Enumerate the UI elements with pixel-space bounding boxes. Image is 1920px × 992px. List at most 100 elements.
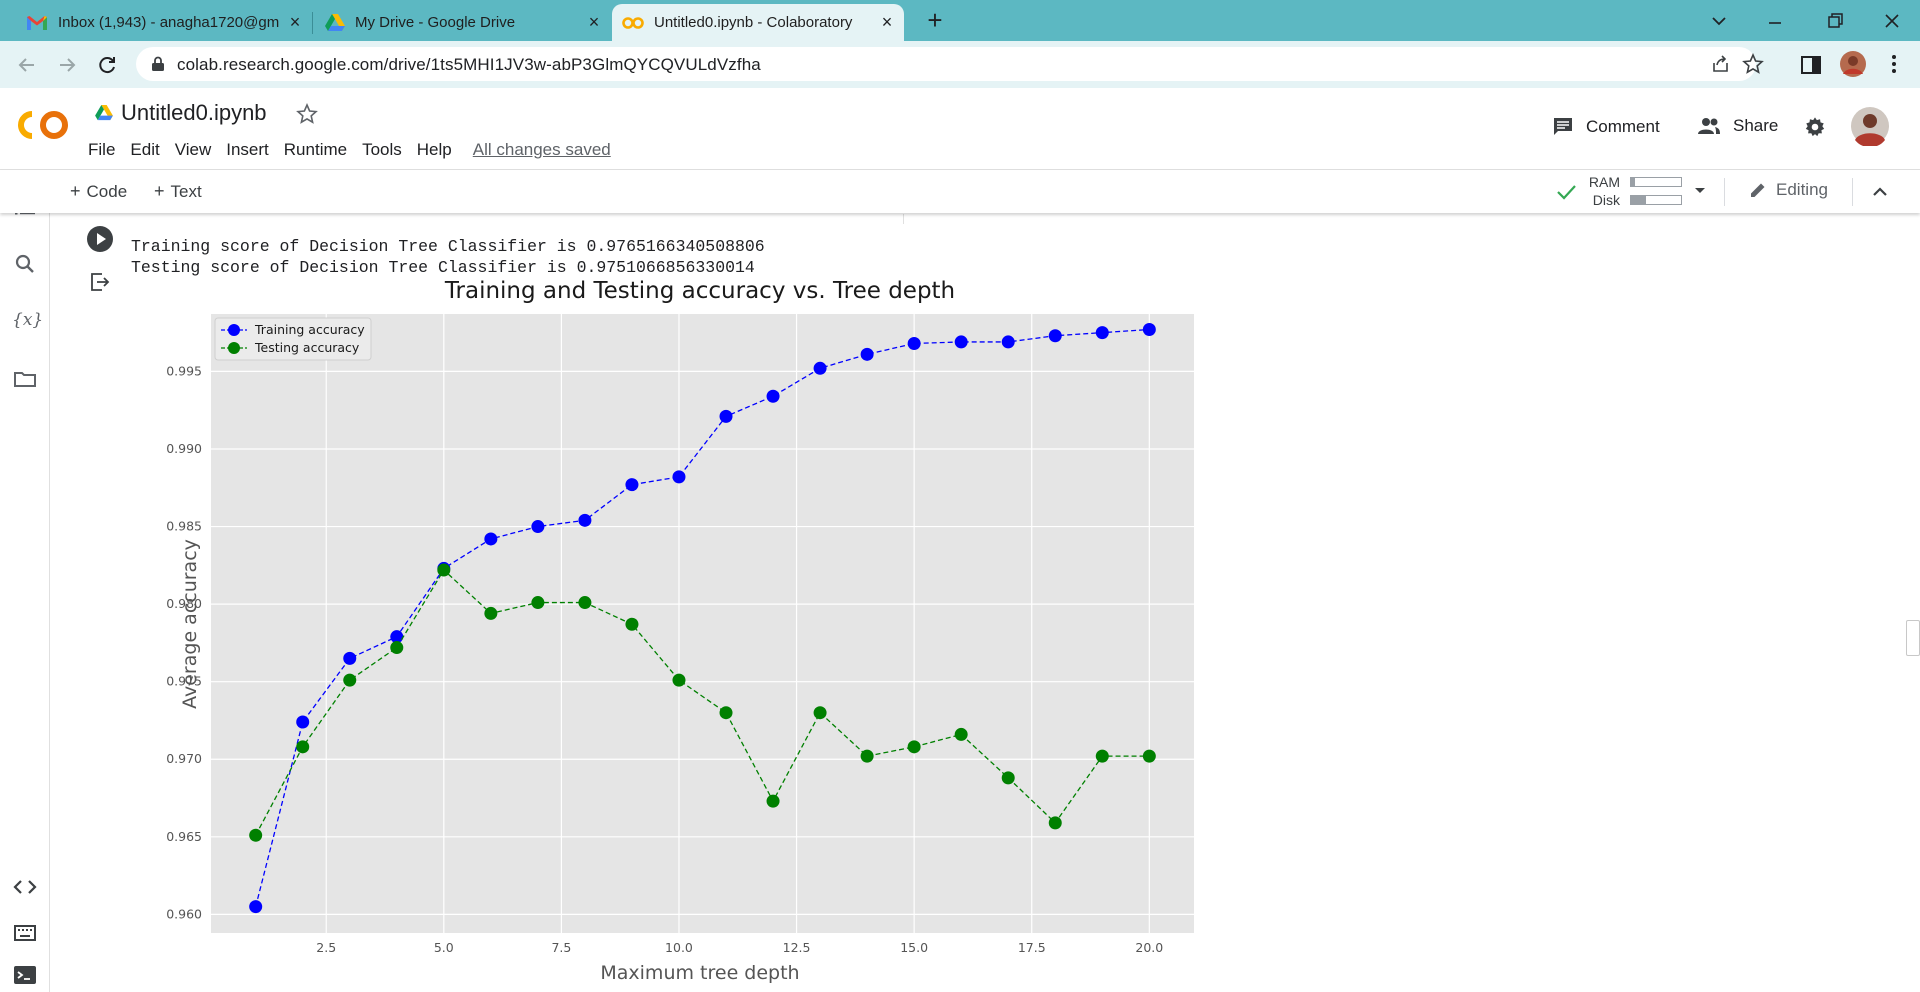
chart-title: Training and Testing accuracy vs. Tree d…	[444, 278, 955, 304]
notebook-toolbar: + Code + Text RAM Disk Editing	[0, 170, 1920, 213]
data-point-testing	[625, 617, 639, 631]
comment-icon	[1554, 118, 1572, 135]
menu-help[interactable]: Help	[416, 140, 452, 159]
menu-insert[interactable]: Insert	[226, 140, 269, 159]
save-status[interactable]: All changes saved	[472, 140, 611, 159]
dropdown-arrow-icon[interactable]	[1693, 184, 1707, 198]
notebook-title[interactable]: Untitled0.ipynb	[121, 100, 267, 125]
terminal-icon[interactable]	[12, 962, 38, 988]
url-text[interactable]: colab.research.google.com/drive/1ts5MHI1…	[177, 55, 761, 74]
collapse-header-icon[interactable]	[1870, 182, 1890, 202]
search-icon[interactable]	[12, 251, 38, 277]
drive-icon[interactable]	[95, 105, 113, 121]
close-tab-icon[interactable]: ×	[289, 12, 301, 32]
share-button[interactable]: Share	[1697, 116, 1778, 136]
command-palette-icon[interactable]	[12, 920, 38, 946]
run-cell-icon[interactable]	[86, 225, 114, 253]
plus-icon: +	[154, 181, 165, 201]
data-point-training	[766, 389, 780, 403]
new-tab-button[interactable]: +	[927, 5, 943, 35]
settings-gear-icon[interactable]	[1804, 116, 1826, 138]
menu-edit[interactable]: Edit	[130, 140, 160, 159]
data-point-testing	[343, 673, 357, 687]
resource-monitor[interactable]: RAM Disk	[1584, 173, 1682, 209]
reload-icon[interactable]	[93, 51, 121, 79]
share-label: Share	[1733, 116, 1779, 135]
x-axis-label: Maximum tree depth	[600, 962, 799, 984]
close-window-icon[interactable]	[1877, 6, 1907, 36]
accuracy-chart: Training and Testing accuracy vs. Tree d…	[166, 278, 1194, 984]
code-label: Code	[86, 182, 128, 201]
testing-score-line: Testing score of Decision Tree Classifie…	[131, 258, 755, 277]
scrollbar-thumb[interactable]	[1906, 620, 1920, 656]
data-point-testing	[1001, 771, 1015, 785]
output-actions-icon[interactable]	[89, 271, 111, 293]
x-tick-label: 17.5	[1018, 940, 1046, 955]
x-tick-label: 5.0	[434, 940, 454, 955]
legend-marker-training	[228, 324, 240, 336]
code-snippets-icon[interactable]	[12, 874, 38, 900]
y-axis-label: Average accuracy	[179, 539, 201, 709]
ram-bar	[1630, 177, 1682, 187]
close-tab-icon[interactable]: ×	[881, 12, 893, 32]
side-panel-icon[interactable]	[1800, 54, 1822, 76]
menu-tools[interactable]: Tools	[362, 140, 402, 159]
add-code-cell-button[interactable]: + Code	[70, 181, 127, 202]
data-point-testing	[437, 563, 451, 577]
comment-button[interactable]: Comment	[1552, 116, 1660, 138]
tab-title: My Drive - Google Drive	[355, 14, 516, 31]
minimize-icon[interactable]	[1760, 6, 1790, 36]
lock-icon	[152, 56, 164, 71]
y-tick-label: 0.975	[166, 674, 202, 689]
browser-toolbar: colab.research.google.com/drive/1ts5MHI1…	[0, 41, 1920, 89]
data-point-training	[484, 532, 498, 546]
data-point-training	[954, 335, 968, 349]
share-page-icon[interactable]	[1710, 53, 1732, 75]
data-point-testing	[766, 794, 780, 808]
bookmark-star-icon[interactable]	[1742, 53, 1764, 75]
ram-fill	[1631, 178, 1635, 186]
series-line-testing	[255, 568, 1150, 836]
gmail-icon	[27, 15, 47, 30]
legend-box	[214, 317, 372, 361]
tab-colab[interactable]: Untitled0.ipynb - Colaboratory ×	[612, 4, 904, 41]
data-point-training	[578, 513, 592, 527]
left-sidebar: {x}	[0, 170, 50, 992]
data-series	[249, 323, 1156, 914]
training-score-line: Training score of Decision Tree Classifi…	[131, 237, 765, 256]
connected-check-icon[interactable]	[1556, 183, 1576, 201]
data-point-testing	[296, 740, 310, 754]
browser-menu-icon[interactable]	[1882, 52, 1906, 76]
forward-arrow-icon[interactable]	[53, 51, 81, 79]
address-bar[interactable]: colab.research.google.com/drive/1ts5MHI1…	[136, 47, 1764, 81]
tab-google-drive[interactable]: My Drive - Google Drive ×	[313, 4, 611, 41]
pencil-icon	[1751, 183, 1765, 197]
comment-label: Comment	[1586, 117, 1660, 136]
variables-icon[interactable]: {x}	[12, 310, 44, 330]
data-point-training	[1001, 335, 1015, 349]
data-point-testing	[249, 828, 263, 842]
back-arrow-icon[interactable]	[13, 51, 41, 79]
star-icon[interactable]	[296, 103, 318, 125]
menu-runtime[interactable]: Runtime	[283, 140, 348, 159]
restore-icon[interactable]	[1820, 6, 1850, 36]
tab-gmail[interactable]: Inbox (1,943) - anagha1720@gm ×	[12, 4, 312, 41]
series-line-training	[255, 328, 1150, 907]
profile-avatar[interactable]	[1839, 50, 1867, 78]
files-folder-icon[interactable]	[12, 366, 38, 392]
legend-label-testing: Testing accuracy	[254, 340, 360, 355]
editing-mode-button[interactable]: Editing	[1748, 180, 1828, 200]
add-text-cell-button[interactable]: + Text	[154, 181, 202, 202]
toolbar-divider	[1852, 178, 1853, 206]
close-tab-icon[interactable]: ×	[588, 12, 600, 32]
data-point-testing	[719, 706, 733, 720]
user-avatar[interactable]	[1850, 106, 1890, 146]
tab-divider	[312, 12, 313, 34]
tab-search-icon[interactable]	[1704, 6, 1734, 36]
x-tick-label: 20.0	[1135, 940, 1163, 955]
menu-file[interactable]: File	[88, 140, 116, 159]
google-drive-icon	[325, 13, 345, 31]
text-label: Text	[170, 182, 202, 201]
data-point-testing	[860, 749, 874, 763]
menu-view[interactable]: View	[174, 140, 212, 159]
